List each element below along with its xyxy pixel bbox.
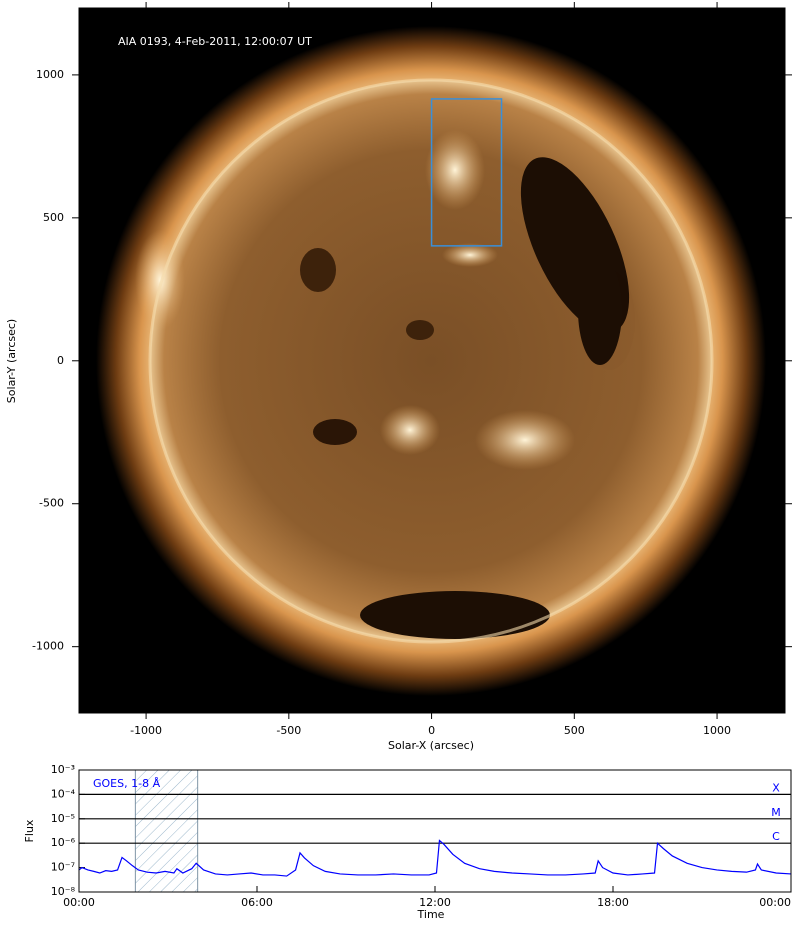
x-axis-label: Solar-X (arcsec): [388, 739, 474, 752]
active-region: [442, 243, 498, 267]
y-tick-label: -500: [39, 497, 64, 510]
coronal-hole: [300, 248, 336, 292]
y-axis-label: Solar-Y (arcsec): [5, 319, 18, 403]
active-region: [425, 130, 485, 210]
y-tick-label: 10⁻³: [51, 763, 75, 776]
y-tick-label: 1000: [36, 68, 64, 81]
active-region: [135, 230, 185, 330]
x-tick-label: 00:00: [759, 896, 791, 909]
y-tick-label: 10⁻⁶: [51, 836, 76, 849]
coronal-hole: [406, 320, 434, 340]
x-axis-label: Time: [417, 908, 445, 921]
x-tick-label: 18:00: [597, 896, 629, 909]
x-tick-label: 500: [564, 724, 585, 737]
y-axis-label: Flux: [23, 819, 36, 842]
y-tick-label: 10⁻⁴: [51, 787, 76, 800]
class-label: M: [771, 806, 781, 819]
x-tick-label: 00:00: [63, 896, 95, 909]
limb: [148, 78, 714, 644]
x-tick-label: 12:00: [419, 896, 451, 909]
y-tick-label: 10⁻⁸: [51, 885, 76, 898]
coronal-hole: [360, 591, 550, 639]
region-box: [430, 98, 503, 247]
x-tick-label: -500: [276, 724, 301, 737]
active-region: [475, 410, 575, 470]
x-tick-label: 06:00: [241, 896, 273, 909]
plot-frame: [78, 769, 792, 893]
x-tick-label: 1000: [703, 724, 731, 737]
x-tick-label: -1000: [130, 724, 162, 737]
y-tick-label: 10⁻⁷: [51, 861, 75, 874]
y-tick-label: -1000: [32, 640, 64, 653]
coronal-hole: [313, 419, 357, 445]
active-region: [380, 405, 440, 455]
legend-label: GOES, 1-8 Å: [93, 777, 161, 790]
x-tick-label: 0: [428, 724, 435, 737]
class-label: C: [772, 830, 780, 843]
y-tick-label: 10⁻⁵: [51, 812, 75, 825]
flux-line: [78, 839, 792, 877]
coronal-hole: [578, 255, 622, 365]
class-label: X: [772, 781, 780, 794]
y-tick-label: 0: [57, 354, 64, 367]
image-annotation: AIA 0193, 4-Feb-2011, 12:00:07 UT: [118, 35, 312, 48]
y-tick-label: 500: [43, 211, 64, 224]
